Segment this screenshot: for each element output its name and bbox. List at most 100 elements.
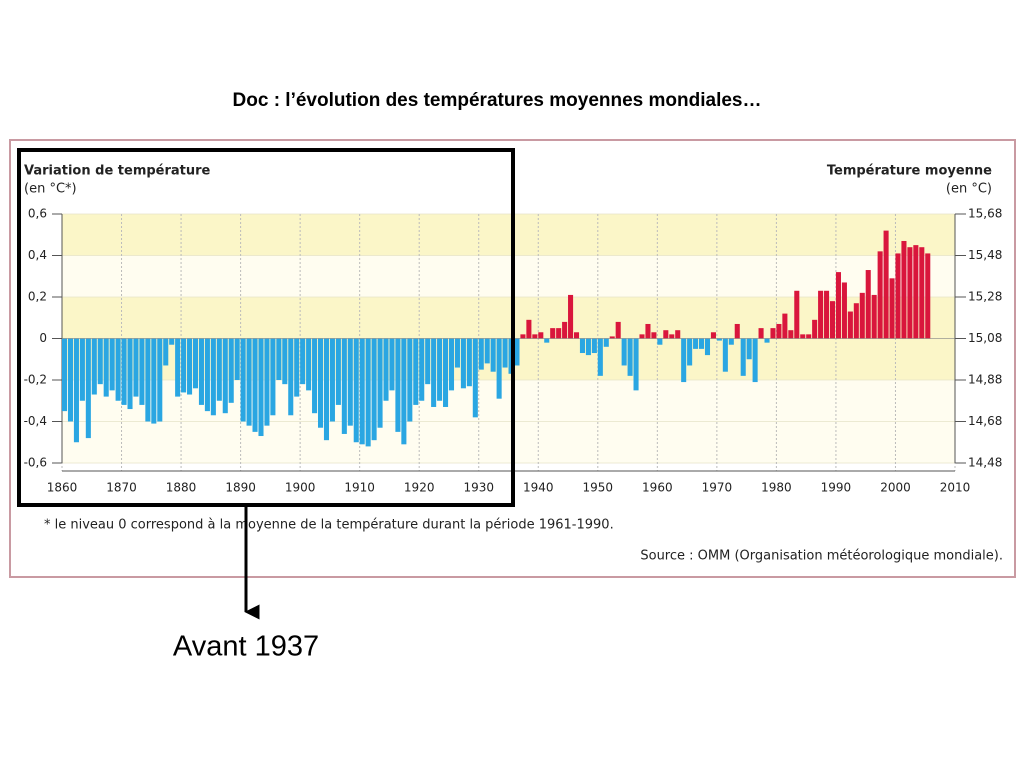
x-tick-label: 1960 [642, 481, 673, 495]
bar [133, 338, 139, 397]
bar [699, 338, 705, 349]
bar [502, 338, 508, 368]
bar [591, 338, 597, 354]
bar [419, 338, 425, 401]
y-tick-label: 0,6 [28, 207, 47, 221]
bar [693, 338, 699, 349]
bar [62, 338, 68, 412]
bar [300, 338, 306, 385]
x-tick-label: 1890 [225, 481, 256, 495]
background-band [62, 297, 955, 339]
background-band [62, 421, 955, 463]
bar [270, 338, 276, 416]
bar [615, 321, 621, 339]
annotation: Avant 1937 [173, 631, 319, 663]
bar [603, 338, 609, 347]
bar [401, 338, 407, 445]
bar [377, 338, 383, 428]
bar [520, 334, 526, 339]
bar [556, 328, 562, 339]
bar [657, 338, 663, 345]
bar [228, 338, 234, 403]
x-tick-label: 1880 [166, 481, 197, 495]
bar [704, 338, 711, 356]
bar [204, 338, 210, 412]
bar [490, 338, 496, 372]
bar [776, 323, 782, 339]
bar [454, 338, 460, 368]
bar [79, 338, 85, 401]
slide-title: Doc : l’évolution des températures moyen… [233, 90, 762, 111]
bar [157, 338, 163, 422]
bar [91, 338, 97, 395]
bar [800, 334, 806, 339]
bar [728, 338, 734, 345]
y2-tick-label: 15,68 [968, 207, 1002, 221]
background-band [62, 255, 955, 297]
x-tick-label: 1870 [106, 481, 137, 495]
bar [294, 338, 300, 397]
y2-tick-label: 14,68 [968, 414, 1002, 428]
bar [829, 301, 836, 339]
x-tick-label: 1940 [523, 481, 554, 495]
bar [85, 338, 91, 439]
bar [818, 290, 824, 339]
x-tick-label: 1930 [463, 481, 494, 495]
bar [651, 332, 657, 339]
source: Source : OMM (Organisation météorologiqu… [640, 549, 1003, 564]
y-axis-label: Variation de température [24, 164, 211, 179]
y2-tick-label: 15,48 [968, 248, 1002, 262]
bar [544, 338, 550, 343]
bar [895, 253, 901, 339]
y-tick-label: -0,4 [24, 414, 47, 428]
bar [312, 338, 318, 414]
bar [901, 240, 907, 339]
bar [919, 247, 925, 339]
bar [633, 338, 639, 391]
bar [871, 294, 877, 339]
y-axis-unit: (en °C*) [24, 182, 77, 197]
bar [210, 338, 216, 416]
bar [663, 330, 669, 339]
bar [889, 278, 895, 339]
bar [252, 338, 258, 432]
bar [329, 338, 335, 422]
bar [371, 338, 377, 441]
bar [752, 338, 758, 383]
bar [466, 338, 472, 387]
bar [347, 338, 353, 426]
bar [407, 338, 413, 422]
bar [181, 338, 187, 393]
bar [317, 338, 324, 428]
bar [669, 334, 675, 339]
bar [675, 330, 681, 339]
bar [794, 290, 800, 339]
bar [568, 294, 574, 339]
bar [246, 338, 252, 426]
bar [139, 338, 145, 405]
bar [437, 338, 443, 401]
bar [496, 338, 502, 399]
bar [282, 338, 288, 385]
bar [514, 338, 520, 366]
bar [175, 338, 181, 397]
bar [806, 334, 812, 339]
x-tick-label: 1860 [47, 481, 78, 495]
bar [109, 338, 115, 391]
x-tick-label: 1910 [344, 481, 375, 495]
bar [770, 328, 776, 339]
x-tick-label: 1990 [821, 481, 852, 495]
bar [788, 330, 794, 339]
bar [67, 338, 74, 422]
bar [127, 338, 133, 410]
bar [192, 338, 199, 389]
bar [222, 338, 228, 414]
bar [365, 338, 371, 447]
highlight-box [17, 148, 515, 507]
bar [288, 338, 294, 416]
bar [579, 338, 586, 354]
bar [585, 338, 591, 356]
bar [877, 251, 883, 339]
bar [627, 338, 633, 376]
